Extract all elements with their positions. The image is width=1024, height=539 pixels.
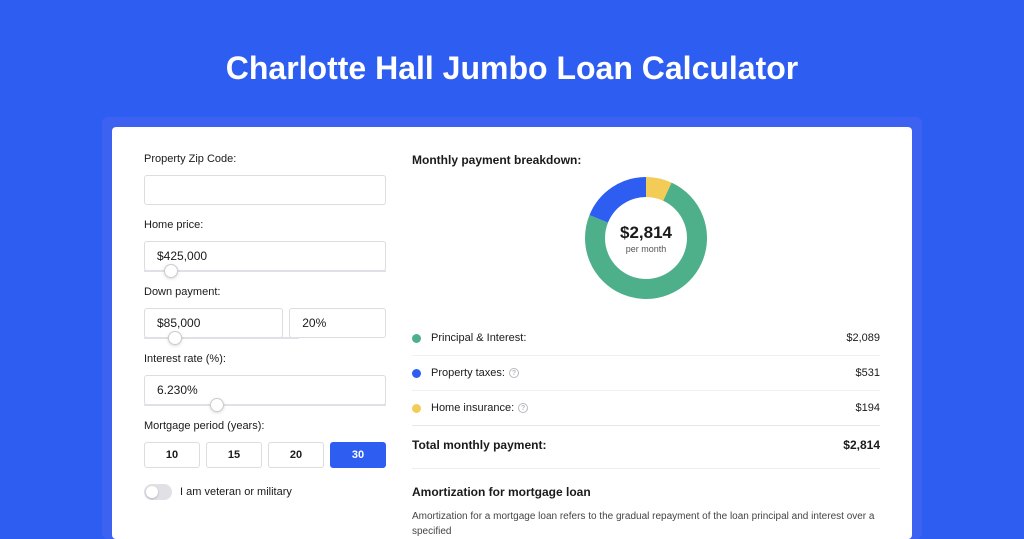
period-label: Mortgage period (years):: [144, 420, 386, 432]
legend-dot: [412, 369, 421, 378]
interest-slider[interactable]: [144, 404, 386, 406]
donut-chart-wrap: $2,814 per month: [412, 177, 880, 299]
period-option-10[interactable]: 10: [144, 442, 200, 468]
info-icon[interactable]: ?: [518, 403, 528, 413]
breakdown-title: Monthly payment breakdown:: [412, 153, 880, 167]
down-payment-slider[interactable]: [144, 337, 299, 339]
legend-value: $194: [856, 402, 880, 414]
home-price-slider[interactable]: [144, 270, 386, 272]
zip-input[interactable]: [144, 175, 386, 205]
legend-label: Principal & Interest:: [431, 332, 846, 344]
page-title: Charlotte Hall Jumbo Loan Calculator: [0, 0, 1024, 117]
veteran-toggle-row: I am veteran or military: [144, 484, 386, 500]
donut-amount: $2,814: [620, 223, 672, 243]
total-label: Total monthly payment:: [412, 438, 843, 452]
donut-sub: per month: [626, 244, 667, 254]
legend-label: Home insurance:?: [431, 402, 856, 414]
interest-field-block: Interest rate (%):: [144, 353, 386, 406]
down-payment-amount-input[interactable]: [144, 308, 283, 338]
interest-label: Interest rate (%):: [144, 353, 386, 365]
legend-dot: [412, 404, 421, 413]
donut-center: $2,814 per month: [585, 177, 707, 299]
legend-value: $531: [856, 367, 880, 379]
down-payment-field-block: Down payment:: [144, 286, 386, 339]
inputs-column: Property Zip Code: Home price: Down paym…: [144, 153, 386, 539]
down-payment-label: Down payment:: [144, 286, 386, 298]
results-column: Monthly payment breakdown: $2,814 per mo…: [412, 153, 880, 539]
legend-row: Property taxes:?$531: [412, 356, 880, 391]
home-price-input[interactable]: [144, 241, 386, 271]
home-price-label: Home price:: [144, 219, 386, 231]
total-value: $2,814: [843, 438, 880, 452]
calculator-outer-card: Property Zip Code: Home price: Down paym…: [102, 117, 922, 539]
veteran-label: I am veteran or military: [180, 486, 292, 498]
total-row: Total monthly payment: $2,814: [412, 426, 880, 468]
legend-row: Principal & Interest:$2,089: [412, 321, 880, 356]
breakdown-legend: Principal & Interest:$2,089Property taxe…: [412, 321, 880, 426]
info-icon[interactable]: ?: [509, 368, 519, 378]
legend-label: Property taxes:?: [431, 367, 856, 379]
interest-slider-thumb[interactable]: [210, 398, 224, 412]
zip-label: Property Zip Code:: [144, 153, 386, 165]
period-option-30[interactable]: 30: [330, 442, 386, 468]
period-options: 10152030: [144, 442, 386, 468]
period-option-20[interactable]: 20: [268, 442, 324, 468]
home-price-field-block: Home price:: [144, 219, 386, 272]
legend-value: $2,089: [846, 332, 880, 344]
amortization-section: Amortization for mortgage loan Amortizat…: [412, 468, 880, 539]
donut-chart: $2,814 per month: [585, 177, 707, 299]
period-option-15[interactable]: 15: [206, 442, 262, 468]
home-price-slider-thumb[interactable]: [164, 264, 178, 278]
down-payment-pct-input[interactable]: [289, 308, 386, 338]
amortization-title: Amortization for mortgage loan: [412, 485, 880, 499]
interest-input[interactable]: [144, 375, 386, 405]
amortization-text: Amortization for a mortgage loan refers …: [412, 509, 880, 539]
legend-row: Home insurance:?$194: [412, 391, 880, 426]
period-field-block: Mortgage period (years): 10152030: [144, 420, 386, 468]
zip-field-block: Property Zip Code:: [144, 153, 386, 205]
veteran-toggle[interactable]: [144, 484, 172, 500]
calculator-card: Property Zip Code: Home price: Down paym…: [112, 127, 912, 539]
veteran-toggle-knob: [146, 486, 158, 498]
down-payment-slider-thumb[interactable]: [168, 331, 182, 345]
legend-dot: [412, 334, 421, 343]
